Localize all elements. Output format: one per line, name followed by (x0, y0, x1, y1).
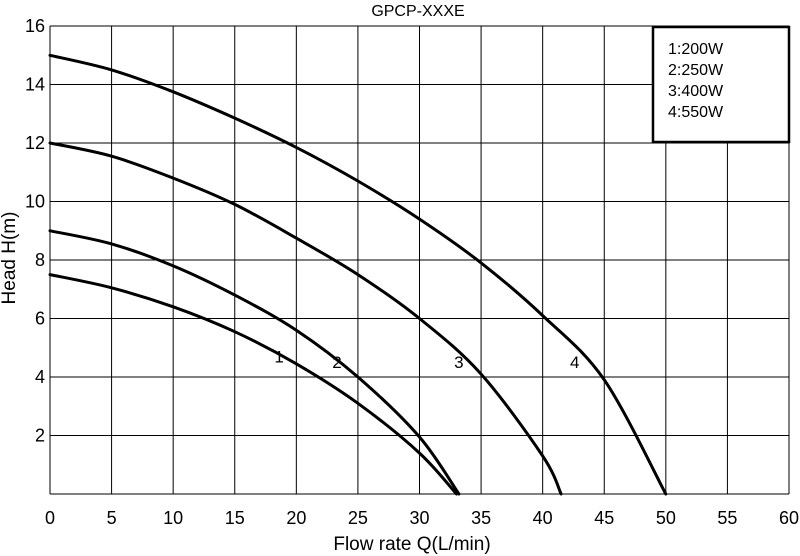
curve-labels: 1 2 3 4 (274, 347, 579, 372)
y-tick-label: 4 (35, 367, 45, 387)
y-axis-ticks: 2 4 6 8 10 12 14 16 (25, 16, 45, 446)
x-tick-label: 20 (286, 508, 306, 528)
x-tick-label: 25 (348, 508, 368, 528)
x-tick-label: 45 (594, 508, 614, 528)
x-tick-label: 30 (409, 508, 429, 528)
y-axis-label: Head H(m) (0, 212, 20, 305)
y-tick-label: 2 (35, 426, 45, 446)
x-tick-label: 60 (779, 508, 799, 528)
curve-label-4: 4 (570, 353, 579, 372)
series-line-2 (48, 229, 461, 496)
curve-label-1: 1 (274, 347, 283, 366)
series-line-4 (48, 53, 668, 496)
curve-label-3: 3 (454, 353, 463, 372)
x-tick-label: 50 (656, 508, 676, 528)
legend-entry: 1:200W (668, 41, 724, 58)
series-line-3 (48, 141, 563, 496)
series-line-1 (48, 273, 458, 496)
legend-entry: 2:250W (668, 62, 724, 79)
y-tick-label: 12 (25, 133, 45, 153)
y-tick-label: 6 (35, 309, 45, 329)
x-axis-ticks: 0 5 10 15 20 25 30 35 40 45 50 55 60 (45, 508, 799, 528)
legend: 1:200W 2:250W 3:400W 4:550W (651, 25, 791, 144)
legend-entry: 3:400W (668, 83, 724, 100)
x-tick-label: 40 (533, 508, 553, 528)
y-tick-label: 16 (25, 16, 45, 36)
y-tick-label: 10 (25, 192, 45, 212)
legend-entry: 4:550W (668, 104, 724, 121)
x-tick-label: 15 (225, 508, 245, 528)
y-tick-label: 8 (35, 250, 45, 270)
x-tick-label: 0 (45, 508, 55, 528)
curve-label-2: 2 (332, 353, 341, 372)
y-tick-label: 14 (25, 75, 45, 95)
x-tick-label: 35 (471, 508, 491, 528)
x-tick-label: 10 (163, 508, 183, 528)
x-axis-label: Flow rate Q(L/min) (333, 534, 490, 555)
chart-title: GPCP-XXXE (371, 3, 464, 20)
x-tick-label: 5 (107, 508, 117, 528)
curves (48, 53, 668, 496)
legend-box (651, 25, 791, 144)
x-tick-label: 55 (717, 508, 737, 528)
